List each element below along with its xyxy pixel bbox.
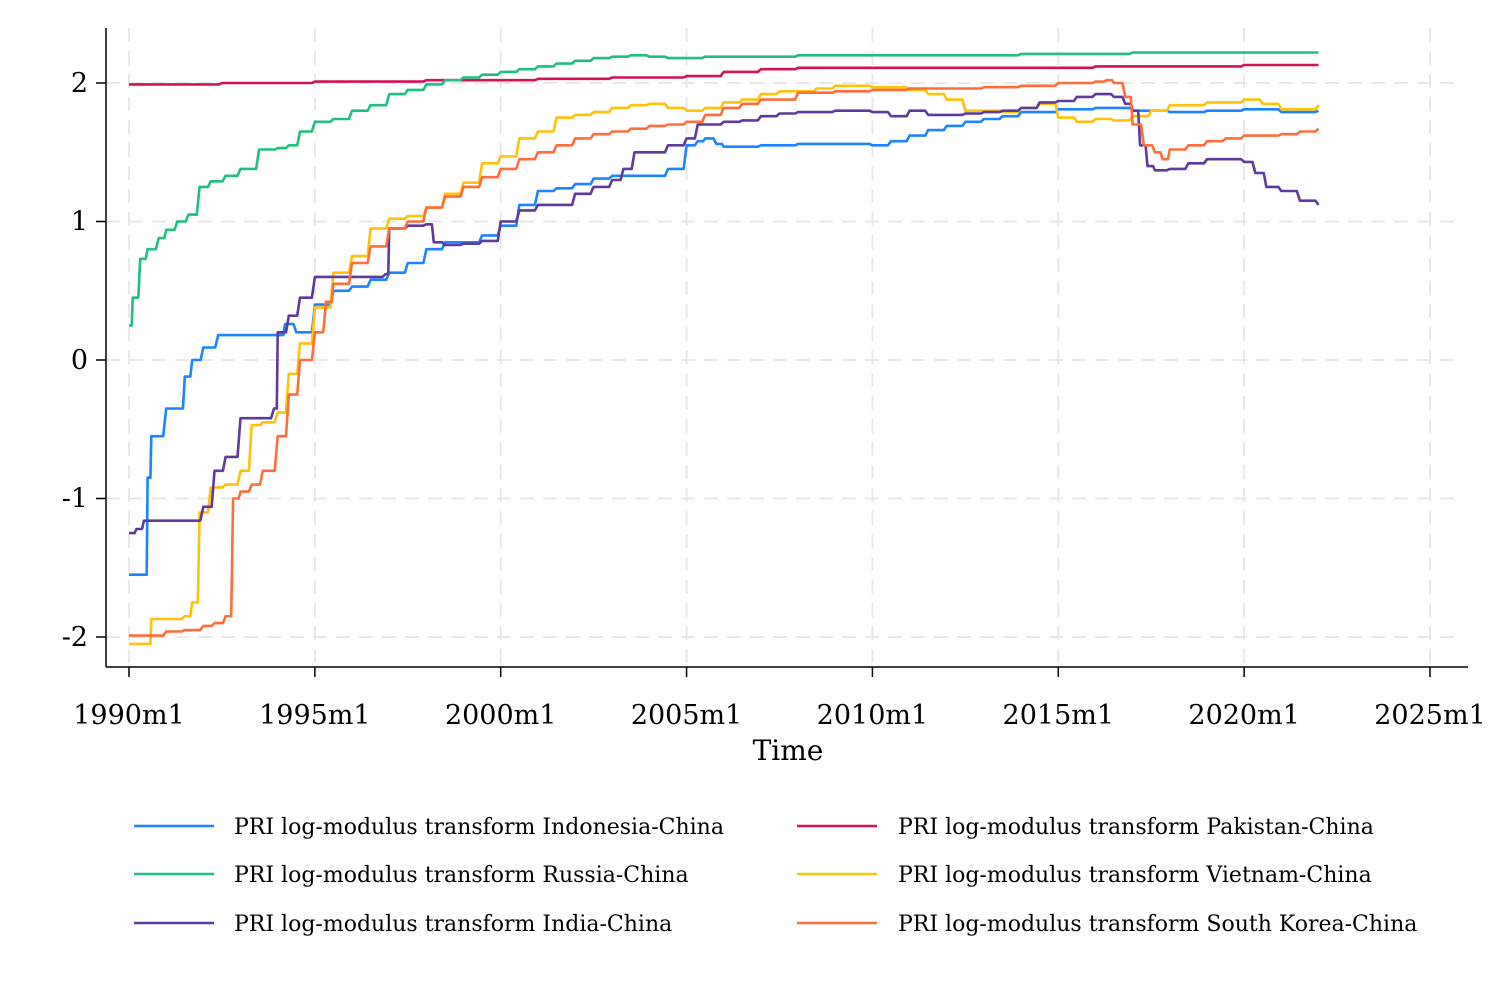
y-ticks: 2 1 0 -1 -2 — [62, 68, 106, 653]
x-tick-label: 2000m1 — [445, 700, 557, 731]
x-tick-label: 2015m1 — [1003, 700, 1115, 731]
y-tick-label: 2 — [71, 68, 88, 99]
series-lines — [129, 51, 1320, 646]
series-line — [129, 78, 1320, 637]
legend-label: PRI log-modulus transform Indonesia-Chin… — [234, 815, 724, 840]
legend-entry: PRI log-modulus transform Pakistan-China — [797, 815, 1374, 840]
x-axis-title: Time — [753, 734, 824, 767]
legend-label: PRI log-modulus transform South Korea-Ch… — [898, 912, 1417, 937]
x-tick-label: 2025m1 — [1374, 700, 1486, 731]
legend-entry: PRI log-modulus transform India-China — [134, 912, 672, 937]
x-tick-label: 1995m1 — [259, 700, 371, 731]
y-tick-label: -2 — [62, 622, 88, 653]
x-tick-label: 2010m1 — [817, 700, 929, 731]
series-line — [129, 84, 1320, 646]
axes — [105, 28, 1468, 668]
legend-label: PRI log-modulus transform Vietnam-China — [898, 863, 1372, 888]
series-line — [129, 106, 1320, 576]
legend: PRI log-modulus transform Indonesia-Chin… — [134, 815, 1417, 937]
legend-entry: PRI log-modulus transform Russia-China — [134, 863, 689, 888]
y-tick-label: 1 — [71, 207, 88, 238]
legend-label: PRI log-modulus transform Pakistan-China — [898, 815, 1374, 840]
x-tick-label: 2005m1 — [631, 700, 743, 731]
legend-label: PRI log-modulus transform Russia-China — [234, 863, 689, 888]
x-tick-label: 2020m1 — [1188, 700, 1300, 731]
gridlines — [106, 28, 1460, 667]
series-line — [129, 51, 1319, 327]
series-line — [129, 92, 1320, 535]
y-tick-label: 0 — [71, 345, 88, 376]
legend-entry: PRI log-modulus transform South Korea-Ch… — [797, 912, 1417, 937]
series-line — [129, 63, 1319, 86]
legend-label: PRI log-modulus transform India-China — [234, 912, 672, 937]
y-tick-label: -1 — [62, 484, 88, 515]
legend-entry: PRI log-modulus transform Indonesia-Chin… — [134, 815, 724, 840]
x-ticks: 1990m1 1995m1 2000m1 2005m1 2010m1 2015m1 2020… — [73, 667, 1486, 731]
legend-entry: PRI log-modulus transform Vietnam-China — [797, 863, 1372, 888]
x-tick-label: 1990m1 — [73, 700, 185, 731]
